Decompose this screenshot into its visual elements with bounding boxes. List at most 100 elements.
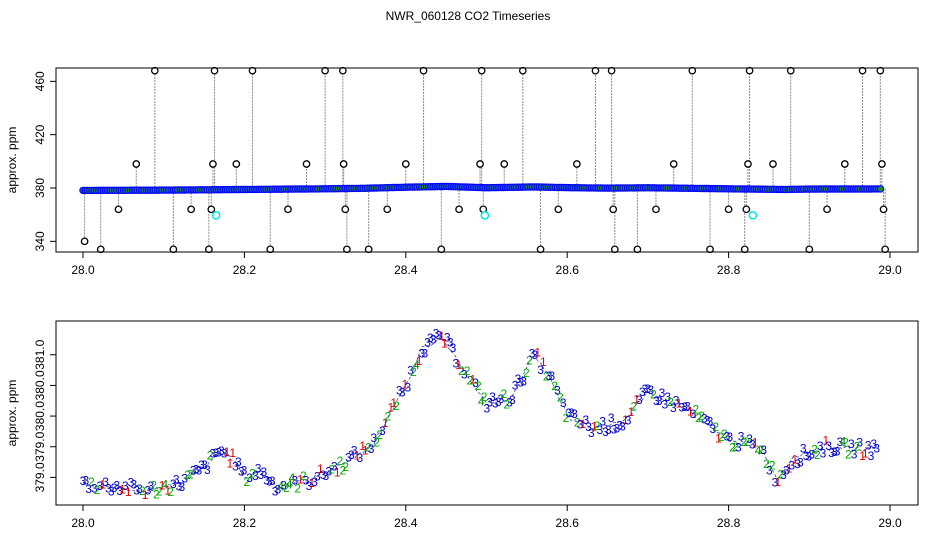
bottom-data-point: 3: [320, 468, 327, 482]
top-outlier-point: [477, 66, 486, 75]
bottom-data-point: 3: [520, 374, 527, 388]
bottom-data-point: 3: [611, 422, 618, 436]
bottom-data-point: 4: [277, 480, 284, 494]
bottom-data-point: 3: [241, 464, 248, 478]
bottom-data-point: 1: [224, 445, 231, 459]
bottom-data-point: 3: [837, 435, 844, 449]
bottom-data-point: 2: [845, 448, 852, 462]
bottom-data-point: 3: [314, 469, 321, 483]
bottom-data-point: 2: [340, 463, 347, 477]
bottom-data-point: 3: [116, 484, 123, 498]
bottom-data-point: 3: [306, 479, 313, 493]
bottom-data-point: 3: [817, 439, 824, 453]
bottom-x-tick-label: 28.6: [556, 516, 580, 530]
bottom-data-point: 3: [820, 447, 827, 461]
bottom-data-point: 3: [512, 379, 519, 393]
bottom-data-point: 3: [198, 458, 205, 472]
bottom-data-point: 1: [362, 444, 369, 458]
bottom-data-point: 3: [85, 482, 92, 496]
bottom-data-point: 2: [712, 420, 719, 434]
bottom-data-point: 2: [574, 416, 581, 430]
bottom-data-point: 2: [743, 435, 750, 449]
bottom-data-point: 2: [294, 482, 301, 496]
bottom-data-point: 3: [215, 445, 222, 459]
bottom-data-point: 3: [260, 465, 267, 479]
top-outlier-point: [876, 66, 885, 75]
bottom-data-point: 3: [430, 333, 437, 347]
bottom-data-point: 3: [642, 382, 649, 396]
bottom-data-point: 1: [633, 393, 640, 407]
bottom-data-point: 1: [297, 473, 304, 487]
top-outlier-point: [745, 66, 754, 75]
bottom-data-point: 3: [772, 476, 779, 490]
bottom-data-point: 3: [105, 482, 112, 496]
top-outlier-point: [266, 245, 275, 254]
bottom-data-point: 3: [136, 482, 143, 496]
bottom-data-point: 3: [368, 442, 375, 456]
bottom-data-point: 3: [255, 462, 262, 476]
top-y-tick-label: 380: [33, 178, 47, 198]
bottom-data-point: 2: [695, 411, 702, 425]
top-outlier-point: [302, 160, 311, 168]
bottom-data-point: 3: [865, 439, 872, 453]
top-flagged-point: [211, 210, 221, 220]
bottom-data-point: 3: [546, 369, 553, 383]
bottom-data-point: 3: [803, 449, 810, 463]
bottom-data-point: 2: [207, 449, 214, 463]
bottom-data-point: 3: [599, 415, 606, 429]
bottom-data-point: 3: [232, 460, 239, 474]
top-outlier-point: [96, 245, 105, 254]
top-outlier-point: [823, 205, 831, 214]
bottom-data-point: 3: [766, 463, 773, 477]
bottom-data-point: 2: [153, 487, 160, 501]
bottom-data-point: 2: [842, 435, 849, 449]
bottom-data-point: 3: [303, 474, 310, 488]
top-outlier-point: [652, 205, 660, 214]
bottom-data-point: 2: [729, 441, 736, 455]
bottom-data-point: 2: [814, 448, 821, 462]
bottom-data-point: 2: [551, 379, 558, 393]
top-outlier-point: [383, 205, 392, 214]
bottom-data-point: 3: [258, 468, 265, 482]
bottom-data-point: 3: [749, 437, 756, 451]
bottom-data-point: 3: [619, 420, 626, 434]
bottom-data-point: 3: [492, 396, 499, 410]
bottom-data-point: 3: [221, 446, 228, 460]
bottom-data-point: 2: [139, 484, 146, 498]
top-x-tick-label: 29.0: [878, 263, 902, 277]
bottom-data-point: 2: [373, 436, 380, 450]
bottom-data-point: 3: [252, 469, 259, 483]
bottom-data-point: 1: [354, 449, 361, 463]
top-outlier-point: [132, 160, 141, 168]
bottom-data-point: 2: [475, 379, 482, 393]
bottom-data-point: 3: [529, 347, 536, 361]
top-outlier-point: [518, 66, 527, 75]
bottom-data-point: 2: [650, 387, 657, 401]
bottom-data-point: 3: [461, 368, 468, 382]
bottom-x-tick-label: 28.4: [394, 516, 418, 530]
bottom-data-point: 3: [424, 336, 431, 350]
chart-title: NWR_060128 CO2 Timeseries: [385, 9, 551, 23]
bottom-data-point: 1: [455, 358, 462, 372]
bottom-data-point: 3: [726, 430, 733, 444]
bottom-trace-line: [82, 333, 878, 494]
bottom-data-point: 3: [195, 464, 202, 478]
bottom-data-point: 3: [517, 376, 524, 390]
bottom-data-point: 3: [645, 382, 652, 396]
bottom-data-point: 3: [549, 369, 556, 383]
bottom-data-point: 3: [608, 411, 615, 425]
bottom-data-point: 3: [484, 402, 491, 416]
bottom-data-point: 1: [786, 462, 793, 476]
bottom-data-point: 2: [732, 440, 739, 454]
top-outlier-point: [114, 205, 123, 214]
top-outlier-point: [881, 245, 890, 254]
bottom-data-point: 3: [498, 392, 505, 406]
bottom-data-point: 2: [563, 411, 570, 425]
bottom-data-point: 3: [661, 398, 668, 412]
bottom-data-point: 3: [783, 464, 790, 478]
bottom-y-tick-label: 379.0: [33, 462, 47, 492]
top-outlier-point: [786, 66, 795, 75]
bottom-data-point: 1: [862, 447, 869, 461]
bottom-data-point: 3: [746, 432, 753, 446]
bottom-data-point: 3: [128, 475, 135, 489]
